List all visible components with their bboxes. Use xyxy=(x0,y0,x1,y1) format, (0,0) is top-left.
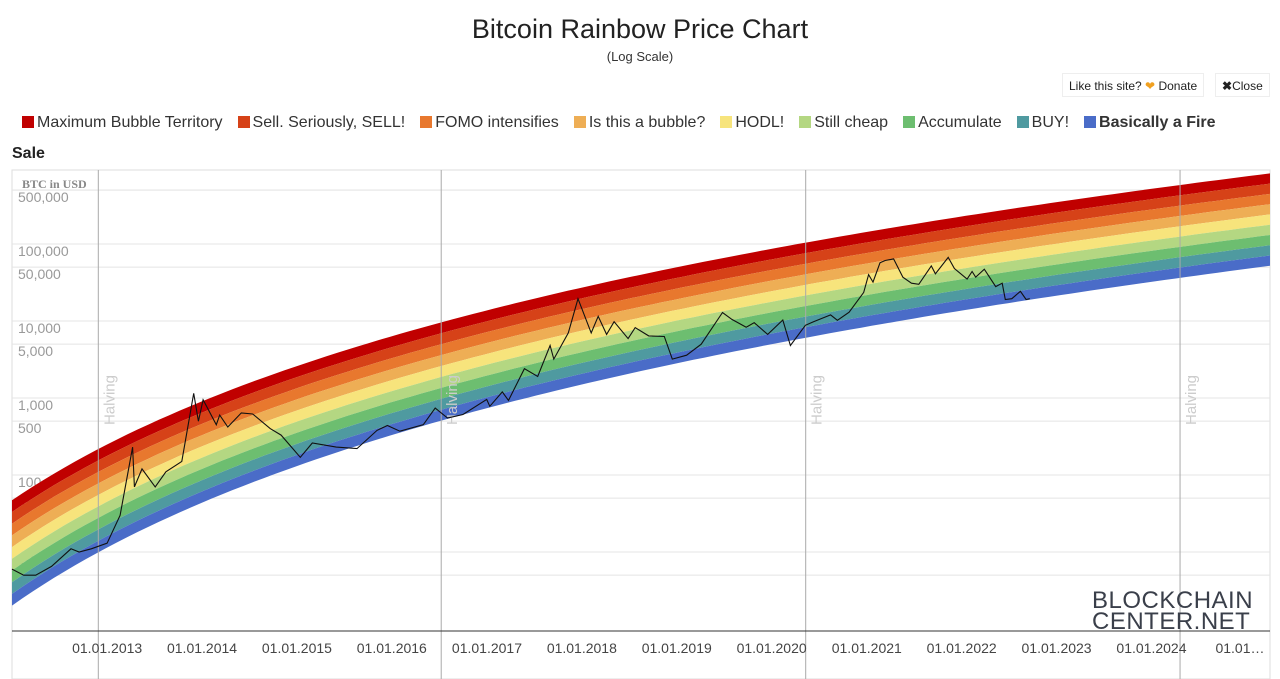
legend-swatch xyxy=(1084,116,1097,128)
legend-swatch xyxy=(799,116,812,128)
x-tick-label: 01.01… xyxy=(1215,640,1264,656)
close-label: Close xyxy=(1232,79,1263,93)
legend-label: Basically a Fire xyxy=(1099,114,1216,131)
legend-swatch xyxy=(22,116,34,128)
legend-item[interactable]: BUY! xyxy=(1016,114,1070,132)
legend-label: Maximum Bubble Territory xyxy=(37,114,223,131)
x-tick-label: 01.01.2018 xyxy=(547,640,617,656)
x-tick-label: 01.01.2024 xyxy=(1116,640,1186,656)
x-tick-label: 01.01.2016 xyxy=(357,640,427,656)
donate-prompt: Like this site? xyxy=(1069,79,1142,93)
legend-item[interactable]: HODL! xyxy=(720,114,784,132)
legend-label: BUY! xyxy=(1031,114,1070,131)
legend-swatch xyxy=(573,116,586,128)
price-line xyxy=(11,256,1030,576)
chart-legend: Maximum Bubble Territory Sell. Seriously,… xyxy=(22,114,1231,132)
legend-item[interactable]: Accumulate xyxy=(903,114,1002,132)
close-button[interactable]: ✖Close xyxy=(1215,73,1270,97)
x-tick-label: 01.01.2013 xyxy=(72,640,142,656)
logo-line-2: CENTER.NET xyxy=(1092,608,1251,635)
y-tick-label: 500,000 xyxy=(18,189,69,205)
page-subtitle: (Log Scale) xyxy=(606,49,674,64)
logo-line-1: BLOCKCHAIN xyxy=(1092,587,1254,614)
y-tick-label: 50,000 xyxy=(18,266,61,282)
x-tick-label: 01.01.2014 xyxy=(167,640,237,656)
y-tick-label: 5,000 xyxy=(18,343,53,359)
legend-swatch xyxy=(237,116,250,128)
halving-label: Halving xyxy=(1183,375,1200,425)
legend-swatch xyxy=(420,116,433,128)
x-tick-label: 01.01.2023 xyxy=(1022,640,1092,656)
y-tick-label: 10,000 xyxy=(18,320,61,336)
x-tick-label: 01.01.2020 xyxy=(737,640,807,656)
legend-label: Accumulate xyxy=(918,114,1002,131)
blockchaincenter-logo: BLOCKCHAIN CENTER.NET xyxy=(1092,587,1254,635)
legend-label: Is this a bubble? xyxy=(588,114,706,131)
y-tick-label: 500 xyxy=(18,420,42,436)
legend-label: Still cheap xyxy=(814,114,889,131)
legend-item[interactable]: FOMO intensifies xyxy=(420,114,559,132)
legend-label: FOMO intensifies xyxy=(435,114,559,131)
x-tick-label: 01.01.2015 xyxy=(262,640,332,656)
x-tick-label: 01.01.2019 xyxy=(642,640,712,656)
halving-label: Halving xyxy=(101,375,118,425)
x-tick-label: 01.01.2017 xyxy=(452,640,522,656)
halving-label: Halving xyxy=(809,375,826,425)
x-tick-label: 01.01.2021 xyxy=(832,640,902,656)
legend-label: Sell. Seriously, SELL! xyxy=(252,114,406,131)
legend-item[interactable]: Still cheap xyxy=(799,114,888,132)
legend-item[interactable]: Sell. Seriously, SELL! xyxy=(237,114,406,132)
heart-icon: ❤ xyxy=(1145,79,1156,93)
legend-swatch xyxy=(720,116,733,128)
legend-swatch xyxy=(903,116,916,128)
x-tick-label: 01.01.2022 xyxy=(927,640,997,656)
x-icon: ✖ xyxy=(1222,79,1233,93)
section-label: Sale xyxy=(12,145,45,162)
legend-item[interactable]: Is this a bubble? xyxy=(573,114,706,132)
donate-button[interactable]: Like this site? ❤ Donate xyxy=(1062,73,1205,97)
donate-label: Donate xyxy=(1158,79,1198,93)
legend-item[interactable]: Maximum Bubble Territory xyxy=(22,114,223,132)
legend-label: HODL! xyxy=(735,114,785,131)
y-tick-label: 1,000 xyxy=(18,397,53,413)
y-tick-label: 100,000 xyxy=(18,243,69,259)
y-axis-label: BTC in USD xyxy=(22,177,87,191)
halving-label: Halving xyxy=(444,375,461,425)
page-title: Bitcoin Rainbow Price Chart xyxy=(471,14,809,44)
legend-swatch xyxy=(1016,116,1029,128)
legend-item[interactable]: Basically a Fire xyxy=(1084,114,1216,132)
